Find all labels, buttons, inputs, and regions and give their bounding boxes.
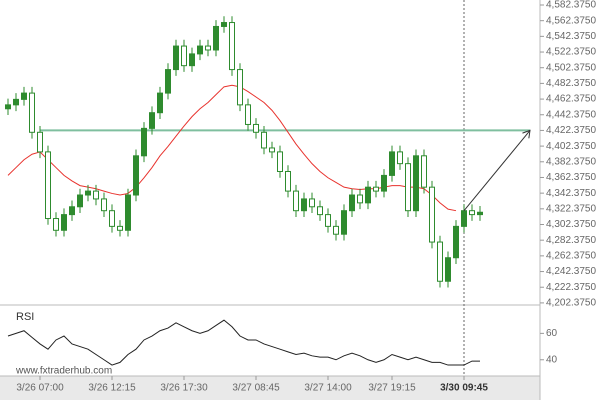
- y-tick-label: 4,462.3750: [546, 94, 596, 105]
- candle-body: [333, 225, 339, 235]
- candle-body: [469, 210, 475, 216]
- candle-body: [205, 45, 211, 51]
- candle-body: [389, 151, 395, 176]
- candle-body: [349, 194, 355, 212]
- y-tick-label: 4,362.3750: [546, 172, 596, 183]
- candle-body: [45, 151, 51, 220]
- candle-body: [101, 198, 107, 212]
- candle-body: [293, 190, 299, 212]
- candle-body: [253, 123, 259, 133]
- candle-body: [285, 170, 291, 192]
- candle-body: [165, 69, 171, 94]
- y-tick-label: 4,542.3750: [546, 31, 596, 42]
- candle-body: [237, 69, 243, 106]
- y-tick-label: 4,222.3750: [546, 282, 596, 293]
- candle-body: [21, 92, 27, 100]
- candle-body: [69, 206, 75, 216]
- rsi-tick-label: 40: [546, 354, 558, 365]
- x-tick-label: 3/27 19:15: [368, 383, 416, 394]
- candle-body: [181, 45, 187, 67]
- candle-body: [5, 104, 11, 110]
- y-tick-label: 4,442.3750: [546, 109, 596, 120]
- candle-body: [157, 92, 163, 114]
- candle-body: [213, 25, 219, 51]
- candle-body: [397, 151, 403, 165]
- candle-body: [189, 53, 195, 67]
- candle-body: [477, 211, 483, 216]
- candle-body: [117, 225, 123, 231]
- candle-body: [405, 163, 411, 212]
- candle-body: [13, 98, 19, 106]
- candle-body: [277, 151, 283, 172]
- x-tick-label: 3/27 14:00: [304, 383, 352, 394]
- candle-body: [437, 241, 443, 282]
- candle-body: [141, 127, 147, 157]
- y-tick-label: 4,342.3750: [546, 188, 596, 199]
- candle-body: [245, 104, 251, 125]
- x-tick-label: 3/26 17:30: [160, 383, 208, 394]
- candle-body: [309, 198, 315, 208]
- y-tick-label: 4,242.3750: [546, 266, 596, 277]
- candle-body: [221, 22, 227, 27]
- y-tick-label: 4,562.3750: [546, 15, 596, 26]
- candle-body: [61, 214, 67, 231]
- candle-body: [173, 45, 179, 71]
- y-tick-label: 4,382.3750: [546, 156, 596, 167]
- y-tick-label: 4,482.3750: [546, 78, 596, 89]
- x-tick-label: 3/30 09:45: [440, 383, 488, 394]
- candle-body: [29, 92, 35, 133]
- candle-body: [269, 147, 275, 153]
- candle-body: [149, 112, 155, 129]
- y-tick-label: 4,422.3750: [546, 125, 596, 136]
- candle-body: [109, 210, 115, 227]
- candle-body: [421, 155, 427, 188]
- watermark: www.fxtraderhub.com: [15, 366, 112, 377]
- candle-body: [301, 198, 307, 212]
- projection-arrow: [463, 130, 531, 212]
- rsi-title: RSI: [16, 311, 34, 323]
- y-tick-label: 4,302.3750: [546, 219, 596, 230]
- candle-body: [453, 225, 459, 259]
- rsi-line: [7, 319, 480, 366]
- candle-body: [365, 186, 371, 204]
- candle-body: [37, 131, 43, 153]
- y-tick-label: 4,502.3750: [546, 62, 596, 73]
- candle-body: [53, 218, 59, 231]
- candle-body: [381, 174, 387, 192]
- arrow-head: [522, 129, 531, 139]
- candle-body: [125, 194, 131, 231]
- x-tick-label: 3/27 08:45: [232, 383, 280, 394]
- candle-body: [133, 155, 139, 196]
- y-tick-label: 4,402.3750: [546, 141, 596, 152]
- candle-body: [197, 45, 203, 55]
- candle-body: [85, 190, 91, 196]
- candle-body: [261, 131, 267, 149]
- rsi-tick-label: 60: [546, 328, 558, 339]
- y-tick-label: 4,522.3750: [546, 47, 596, 58]
- y-tick-label: 4,322.3750: [546, 203, 596, 214]
- y-tick-label: 4,262.3750: [546, 251, 596, 262]
- candle-body: [445, 257, 451, 282]
- candle-body: [341, 210, 347, 235]
- y-tick-label: 4,582.3750: [546, 0, 596, 11]
- candle-body: [77, 194, 83, 208]
- candle-body: [357, 194, 363, 204]
- candle-body: [93, 190, 99, 200]
- candle-body: [317, 206, 323, 216]
- candle-body: [413, 155, 419, 212]
- y-tick-label: 4,282.3750: [546, 235, 596, 246]
- y-tick-label: 4,202.3750: [546, 298, 596, 309]
- candle-body: [229, 22, 235, 71]
- candle-body: [461, 210, 467, 227]
- candle-body: [325, 214, 331, 227]
- x-tick-label: 3/26 07:00: [16, 383, 64, 394]
- x-tick-label: 3/26 12:15: [88, 383, 136, 394]
- candle-body: [429, 186, 435, 243]
- x-axis-band: [0, 376, 540, 400]
- candle-body: [373, 186, 379, 192]
